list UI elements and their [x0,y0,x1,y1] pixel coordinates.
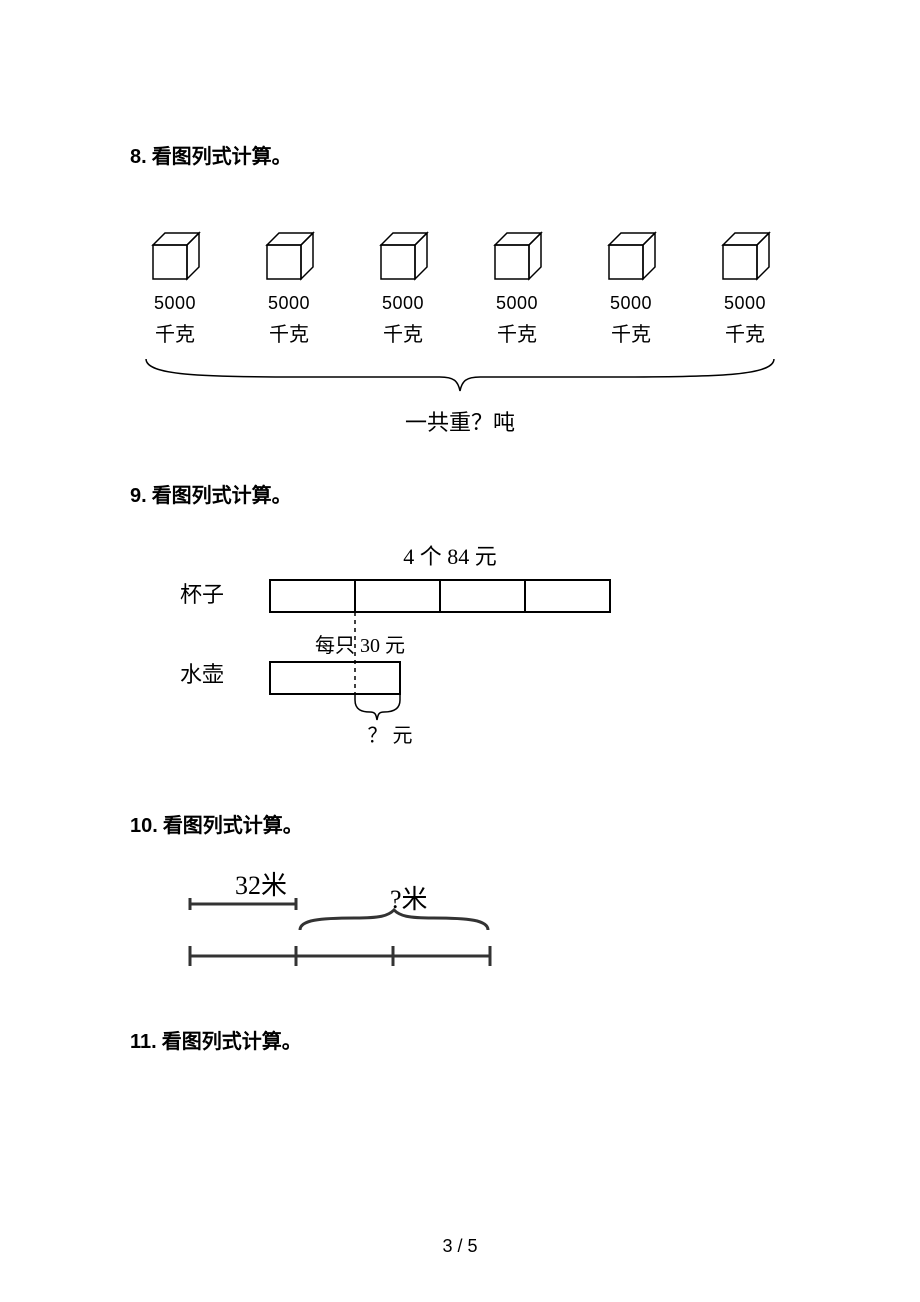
q9-number: 9. [130,485,147,507]
q10-diagram: 32米 ?米 [130,868,790,983]
q9-row2-label: 水壶 [180,662,224,687]
cube-value: 5000 [154,293,196,314]
q9-unknown: ？ 元 [368,725,413,747]
cube-value: 5000 [496,293,538,314]
q10-heading: 10. 看图列式计算。 [130,809,790,838]
question-9: 9. 看图列式计算。 4 个 84 元 杯子 水壶 每只 30 元 [130,479,790,767]
cube-item: 5000 千克 [254,227,324,347]
q8-number: 8. [130,146,147,168]
q9-diagram: 4 个 84 元 杯子 水壶 每只 30 元 ？ 元 [130,542,790,767]
q8-brace [130,355,790,397]
q8-title: 看图列式计算。 [152,146,292,168]
cube-unit: 千克 [725,318,765,347]
q9-title: 看图列式计算。 [152,485,292,507]
cube-item: 5000 千克 [482,227,552,347]
cube-unit: 千克 [155,318,195,347]
q10-number: 10. [130,815,158,837]
cube-unit: 千克 [497,318,537,347]
q10-line-diagram: 32米 ?米 [180,868,520,978]
cube-icon [489,227,545,283]
cube-value: 5000 [724,293,766,314]
q8-cubes-row: 5000 千克 5000 千克 5000 千克 [130,227,790,347]
cube-icon [717,227,773,283]
cube-item: 5000 千克 [368,227,438,347]
cube-item: 5000 千克 [140,227,210,347]
q8-heading: 8. 看图列式计算。 [130,140,790,169]
q11-number: 11. [130,1031,157,1053]
q9-top-text: 4 个 84 元 [403,544,497,569]
q11-title: 看图列式计算。 [162,1031,302,1053]
q9-bar-diagram: 4 个 84 元 杯子 水壶 每只 30 元 ？ 元 [150,542,630,762]
cube-icon [147,227,203,283]
cube-icon [375,227,431,283]
cube-icon [261,227,317,283]
brace-icon [138,355,782,397]
cube-unit: 千克 [269,318,309,347]
q9-heading: 9. 看图列式计算。 [130,479,790,508]
question-10: 10. 看图列式计算。 32米 ?米 [130,809,790,983]
question-11: 11. 看图列式计算。 [130,1025,790,1054]
q8-total-label: 一共重？吨 [130,405,790,437]
q10-title: 看图列式计算。 [163,815,303,837]
q11-heading: 11. 看图列式计算。 [130,1025,790,1054]
q9-row2-top: 每只 30 元 [315,634,405,657]
question-8: 8. 看图列式计算。 5000 千克 5000 千克 [130,140,790,437]
cube-value: 5000 [610,293,652,314]
page-number: 3 / 5 [0,1236,920,1257]
cube-unit: 千克 [611,318,651,347]
cube-value: 5000 [382,293,424,314]
cube-icon [603,227,659,283]
cube-item: 5000 千克 [710,227,780,347]
q10-known: 32米 [235,871,287,900]
cube-unit: 千克 [383,318,423,347]
page-current: 3 [442,1236,452,1256]
page-total: 5 [468,1236,478,1256]
q9-row1-label: 杯子 [180,582,224,607]
cube-item: 5000 千克 [596,227,666,347]
cube-value: 5000 [268,293,310,314]
